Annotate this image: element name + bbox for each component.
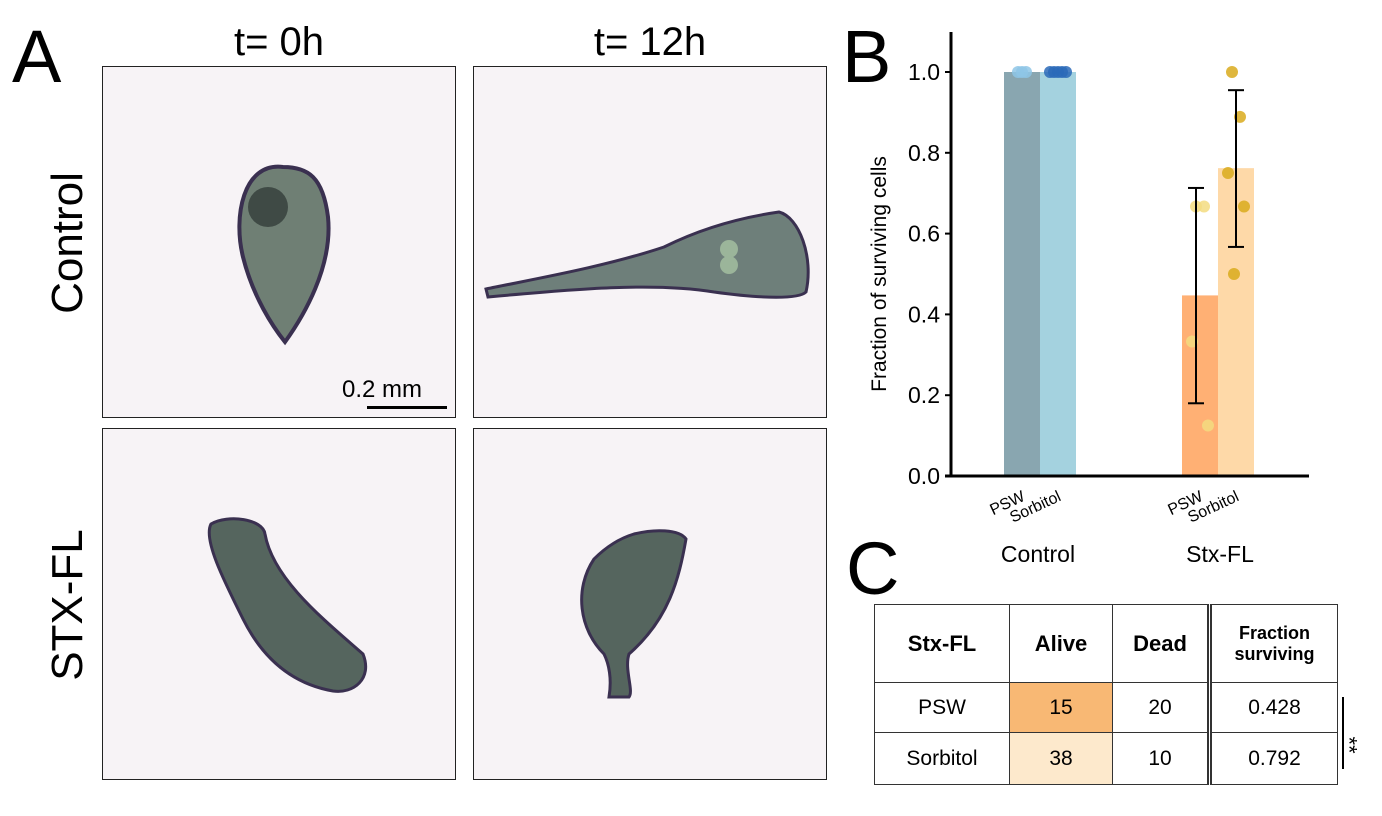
table-row: Sorbitol 38 10 0.792 xyxy=(874,732,1338,785)
table-row: PSW 15 20 0.428 xyxy=(874,682,1338,733)
survival-table: Stx-FL Alive Dead Fraction surviving PSW… xyxy=(874,604,1338,785)
group-label: Stx-FL xyxy=(1186,541,1254,567)
data-point xyxy=(1226,66,1238,78)
data-point xyxy=(1198,200,1210,213)
micrograph-stx-fl-12h xyxy=(473,428,827,780)
micrograph-control-12h xyxy=(473,66,827,418)
panel-b-label: B xyxy=(842,15,892,98)
panel-c-label: C xyxy=(846,527,900,610)
significance-stars: ** xyxy=(1336,736,1362,754)
y-tick-label: 0.0 xyxy=(908,463,940,489)
data-point xyxy=(1228,268,1240,280)
data-point xyxy=(1020,66,1032,78)
data-point xyxy=(1202,419,1214,432)
y-tick-label: 1.0 xyxy=(908,59,940,85)
cell-dead: 20 xyxy=(1112,682,1212,733)
table-header-fraction: Fraction surviving xyxy=(1209,604,1338,683)
y-tick-label: 0.8 xyxy=(908,140,940,166)
bar-stx-fl-psw xyxy=(1182,295,1218,476)
micrograph-control-0h xyxy=(102,66,456,418)
column-title-12h: t= 12h xyxy=(593,20,707,64)
y-tick-label: 0.6 xyxy=(908,221,940,247)
micrograph-stx-fl-0h xyxy=(102,428,456,780)
scale-bar xyxy=(367,406,447,409)
table-header-alive: Alive xyxy=(1009,604,1113,683)
cell-condition: Sorbitol xyxy=(874,732,1010,785)
group-label: Control xyxy=(1001,541,1075,567)
table-header-dead: Dead xyxy=(1112,604,1212,683)
y-tick-label: 0.4 xyxy=(908,301,940,327)
cell-alive: 15 xyxy=(1009,682,1113,733)
bar-chart: Fraction of surviving cells 0.0 0.2 0.4 0.6… xyxy=(868,32,1309,567)
cell-alive: 38 xyxy=(1009,732,1113,785)
data-point xyxy=(1238,200,1250,213)
column-title-0h: t= 0h xyxy=(233,20,325,64)
cell-fraction: 0.792 xyxy=(1209,732,1338,785)
significance-bracket xyxy=(1342,697,1344,769)
cell-condition: PSW xyxy=(874,682,1010,733)
table-header-condition: Stx-FL xyxy=(874,604,1010,683)
y-tick-label: 0.2 xyxy=(908,382,940,408)
panel-a-label: A xyxy=(12,15,62,98)
bar-control-sorbitol xyxy=(1040,72,1076,476)
bar-control-psw xyxy=(1004,72,1040,476)
data-point xyxy=(1222,167,1234,179)
y-axis-label: Fraction of surviving cells xyxy=(868,156,891,392)
data-point xyxy=(1060,66,1072,78)
cell-dead: 10 xyxy=(1112,732,1212,785)
scale-bar-label: 0.2 mm xyxy=(342,376,423,403)
cell-fraction: 0.428 xyxy=(1209,682,1338,733)
